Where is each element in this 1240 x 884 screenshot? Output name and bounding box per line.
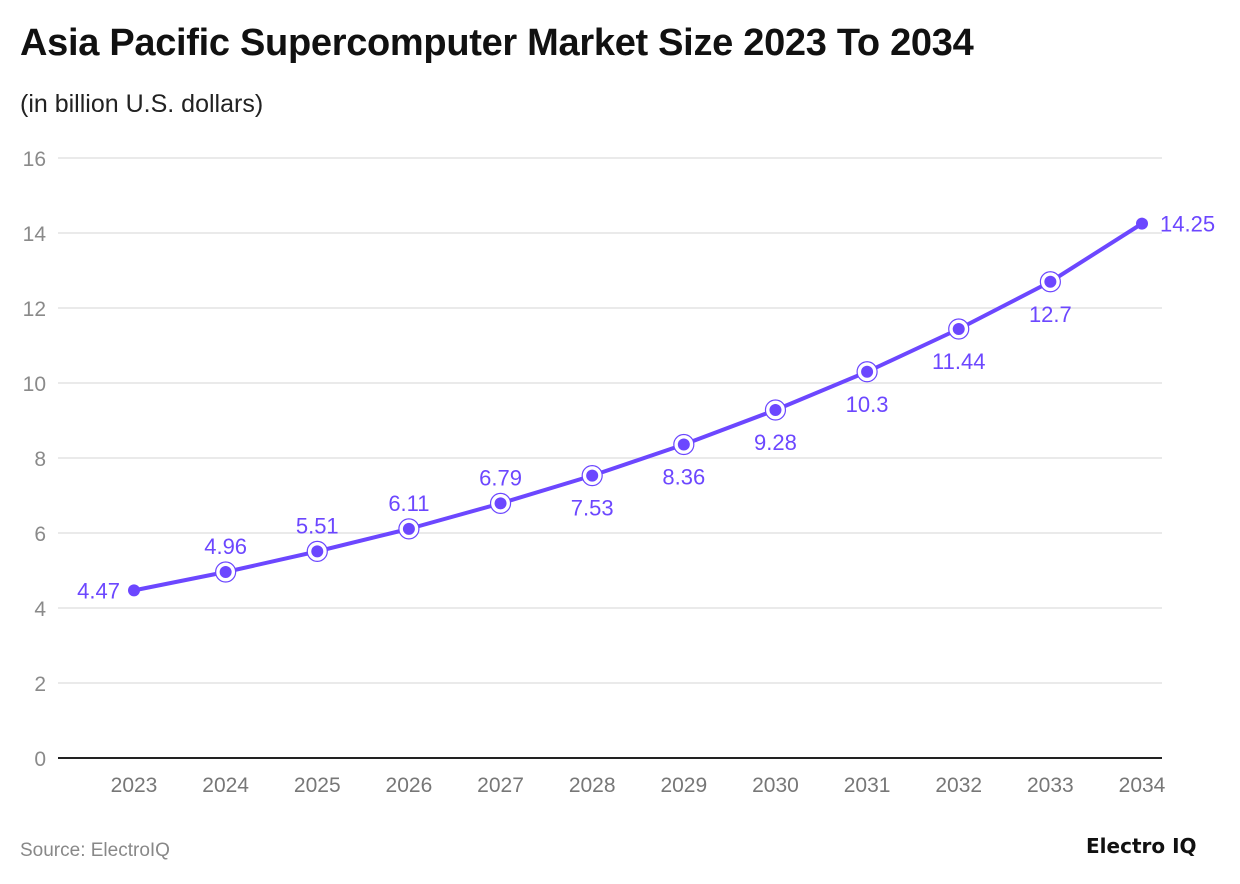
data-point (311, 545, 324, 558)
x-tick-label: 2023 (111, 774, 158, 797)
y-tick-label: 10 (23, 373, 46, 396)
y-tick-label: 0 (34, 748, 46, 771)
x-tick-label: 2033 (1027, 774, 1074, 797)
data-point (494, 497, 507, 510)
data-point (586, 469, 599, 482)
x-tick-label: 2030 (752, 774, 799, 797)
x-tick-label: 2025 (294, 774, 341, 797)
data-point (219, 566, 232, 578)
x-tick-label: 2034 (1119, 774, 1166, 797)
data-label: 8.36 (662, 465, 705, 490)
y-tick-label: 14 (23, 223, 47, 246)
y-tick-label: 8 (34, 448, 46, 471)
x-tick-label: 2027 (477, 774, 524, 797)
data-point (952, 323, 965, 335)
x-tick-label: 2028 (569, 774, 616, 797)
series-line (133, 221, 1144, 593)
data-point (861, 365, 874, 378)
data-label: 14.25 (1160, 212, 1215, 237)
y-tick-label: 4 (34, 598, 46, 621)
data-label: 6.11 (388, 491, 429, 516)
data-point (1136, 217, 1148, 230)
y-tick-label: 12 (23, 298, 46, 321)
data-label: 5.51 (296, 513, 339, 538)
data-label: 7.53 (571, 496, 614, 521)
x-tick-label: 2032 (935, 774, 982, 797)
data-label: 4.96 (204, 534, 247, 559)
source-note: Source: ElectroIQ (20, 840, 170, 861)
data-point (769, 404, 782, 416)
x-tick-label: 2031 (844, 774, 891, 797)
data-label: 4.47 (77, 578, 120, 603)
chart-title: Asia Pacific Supercomputer Market Size 2… (20, 22, 974, 64)
chart-subtitle: (in billion U.S. dollars) (20, 90, 264, 118)
data-point (1044, 275, 1057, 288)
data-label: 10.3 (846, 392, 889, 417)
electroiq-logo: Electro IQ (1086, 834, 1197, 858)
data-point (128, 584, 140, 597)
data-label: 12.7 (1029, 302, 1072, 327)
data-label: 11.44 (932, 349, 985, 374)
y-tick-label: 2 (34, 673, 46, 696)
x-tick-label: 2029 (660, 774, 707, 797)
x-tick-label: 2024 (202, 774, 249, 797)
y-tick-label: 6 (34, 523, 46, 546)
y-tick-label: 16 (23, 148, 46, 171)
data-point (677, 438, 690, 451)
data-label: 9.28 (754, 430, 797, 455)
data-point (402, 522, 415, 535)
x-tick-label: 2026 (386, 774, 433, 797)
data-label: 6.79 (479, 465, 522, 490)
